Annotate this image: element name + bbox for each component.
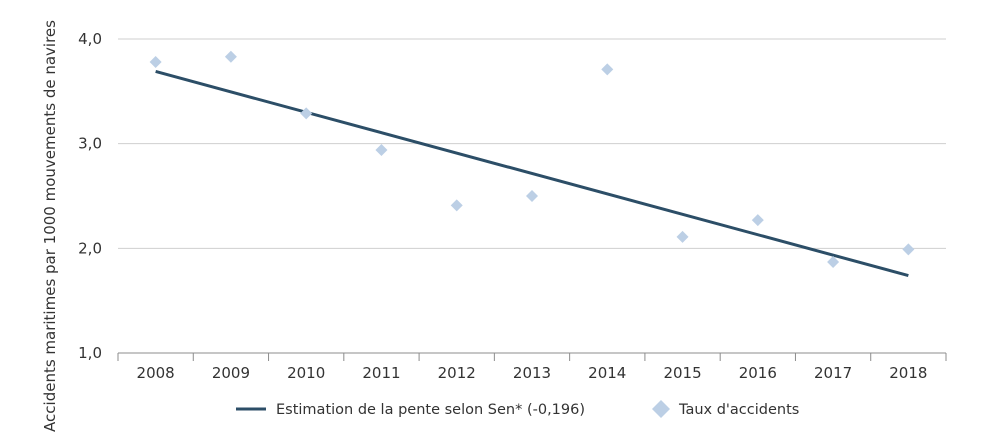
x-tick-label: 2017: [814, 364, 852, 382]
y-axis: 1,0 2,0 3,0 4,0: [78, 30, 102, 362]
x-tick-label: 2015: [663, 364, 701, 382]
y-tick-label: 1,0: [78, 344, 102, 362]
data-point-2012: [450, 199, 463, 212]
data-point-2011: [375, 143, 388, 156]
y-tick-label: 4,0: [78, 30, 102, 48]
legend-label-sen-slope: Estimation de la pente selon Sen* (-0,19…: [276, 402, 585, 418]
data-point-2008: [149, 56, 162, 69]
data-point-2013: [526, 190, 538, 202]
data-point-2018: [902, 243, 915, 256]
legend-diamond-swatch: [652, 400, 670, 418]
data-point-2017: [827, 255, 840, 268]
x-tick-label: 2013: [513, 364, 551, 382]
x-tick-label: 2011: [362, 364, 400, 382]
x-tick-label: 2016: [739, 364, 777, 382]
x-tick-label: 2012: [438, 364, 476, 382]
trend-line: [155, 69, 909, 277]
data-point-2014: [601, 63, 614, 76]
x-axis: 2008 2009 2010 2011 2012 2013 2014 2015 2016 2017…: [117, 352, 947, 382]
legend-label-accident-rate: Taux d'accidents: [678, 402, 799, 418]
legend: Estimation de la pente selon Sen* (-0,19…: [236, 400, 799, 418]
x-tick-label: 2009: [212, 364, 250, 382]
series-layer: [149, 50, 915, 277]
x-tick-label: 2018: [889, 364, 927, 382]
data-point-2016: [751, 214, 764, 227]
y-axis-title: Accidents maritimes par 1000 mouvements …: [41, 20, 59, 432]
data-point-2015: [676, 230, 689, 243]
x-tick-label: 2014: [588, 364, 626, 382]
data-point-2010: [300, 107, 313, 120]
y-tick-label: 3,0: [78, 135, 102, 153]
x-tick-label: 2008: [137, 364, 175, 382]
x-tick-label: 2010: [287, 364, 325, 382]
data-point-2009: [224, 50, 237, 63]
y-tick-label: 2,0: [78, 239, 102, 257]
gridlines: [118, 38, 946, 249]
